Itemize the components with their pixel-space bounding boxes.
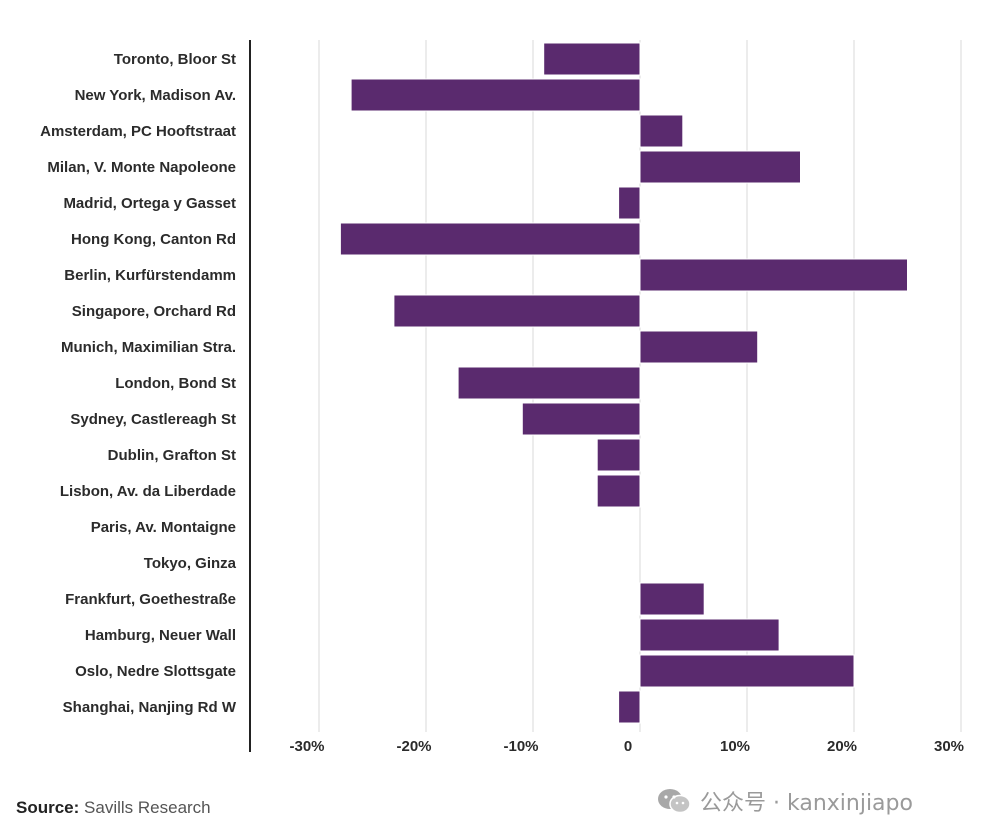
x-tick-label-3: 0 [624, 738, 632, 755]
category-label-16: Hamburg, Neuer Wall [85, 627, 236, 644]
bar-1 [350, 78, 641, 112]
category-label-3: Milan, V. Monte Napoleone [47, 159, 236, 176]
category-label-12: Lisbon, Av. da Liberdade [60, 483, 236, 500]
category-label-9: London, Bond St [115, 375, 236, 392]
x-tick-label-2: -10% [503, 738, 538, 755]
bar-16 [639, 618, 780, 652]
bar-18 [618, 690, 641, 724]
category-label-11: Dublin, Grafton St [108, 447, 236, 464]
category-label-18: Shanghai, Nanjing Rd W [63, 699, 237, 716]
bars [339, 42, 908, 724]
bar-3 [639, 150, 801, 184]
bar-5 [339, 222, 641, 256]
bar-4 [618, 186, 641, 220]
bar-8 [639, 330, 759, 364]
bar-11 [596, 438, 641, 472]
category-label-0: Toronto, Bloor St [114, 51, 236, 68]
category-label-14: Tokyo, Ginza [144, 555, 237, 572]
watermark: 公众号 · kanxinjiapo [656, 785, 913, 817]
category-label-8: Munich, Maximilian Stra. [61, 339, 236, 356]
category-label-17: Oslo, Nedre Slottsgate [75, 663, 236, 680]
category-label-2: Amsterdam, PC Hooftstraat [40, 123, 236, 140]
x-tick-label-6: 30% [934, 738, 964, 755]
category-label-1: New York, Madison Av. [75, 87, 236, 104]
category-label-6: Berlin, Kurfürstendamm [64, 267, 236, 284]
watermark-text: 公众号 · kanxinjiapo [700, 791, 913, 816]
wechat-icon [658, 789, 691, 814]
bar-7 [393, 294, 641, 328]
category-label-5: Hong Kong, Canton Rd [71, 231, 236, 248]
x-tick-labels: -30% -20% -10% 0 10% 20% 30% [289, 738, 964, 755]
x-tick-label-5: 20% [827, 738, 857, 755]
x-tick-label-4: 10% [720, 738, 750, 755]
bar-0 [543, 42, 641, 76]
category-label-4: Madrid, Ortega y Gasset [63, 195, 236, 212]
category-labels: Toronto, Bloor St New York, Madison Av. Am… [40, 51, 237, 716]
bar-12 [596, 474, 641, 508]
bar-2 [639, 114, 684, 148]
source-label: Source: [16, 798, 80, 817]
bar-9 [457, 366, 641, 400]
category-label-10: Sydney, Castlereagh St [70, 411, 236, 428]
source-note: Source: Savills Research [16, 798, 211, 818]
x-tick-label-0: -30% [289, 738, 324, 755]
category-label-13: Paris, Av. Montaigne [91, 519, 236, 536]
bar-15 [639, 582, 705, 616]
bar-17 [639, 654, 855, 688]
bar-10 [521, 402, 641, 436]
bar-6 [639, 258, 908, 292]
x-tick-label-1: -20% [396, 738, 431, 755]
source-text: Savills Research [84, 798, 211, 817]
category-label-7: Singapore, Orchard Rd [72, 303, 236, 320]
category-label-15: Frankfurt, Goethestraße [65, 591, 236, 608]
